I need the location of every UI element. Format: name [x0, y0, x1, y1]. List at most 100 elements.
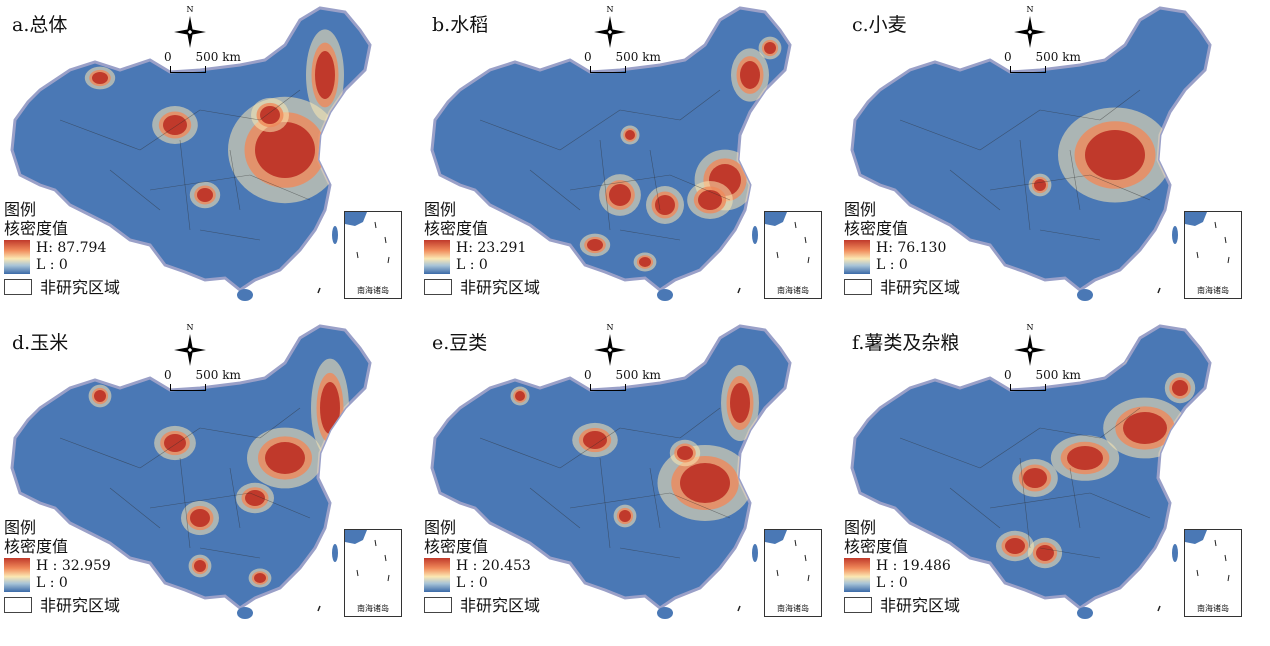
- scale-bar: 0 500 km: [584, 50, 661, 73]
- legend-subtitle: 核密度值: [4, 219, 69, 238]
- scale-bar: 0 500 km: [1004, 368, 1081, 391]
- legend-subtitle: 核密度值: [424, 219, 489, 238]
- scale-value: 500 km: [195, 50, 241, 64]
- legend-low-value: L : 0: [36, 575, 68, 591]
- legend-low-value: L : 0: [876, 575, 908, 591]
- hainan-island: [237, 289, 253, 301]
- north-arrow-icon: N: [1014, 323, 1046, 366]
- legend-subtitle: 核密度值: [4, 537, 69, 556]
- non-study-label: 非研究区域: [880, 277, 961, 297]
- legend-title: 图例: [844, 518, 877, 537]
- legend: 图例 核密度值 H : 20.453 L : 0 非研究区域: [424, 518, 540, 616]
- legend-title: 图例: [844, 200, 877, 219]
- nine-dash-mark: [317, 287, 321, 294]
- hotspot: [740, 61, 760, 89]
- non-study-swatch: [424, 597, 452, 613]
- non-study-label: 非研究区域: [460, 595, 541, 615]
- hotspot: [254, 573, 266, 583]
- south-china-sea-inset: 南海诸岛: [1184, 211, 1242, 299]
- non-study-swatch: [844, 597, 872, 613]
- legend: 图例 核密度值 H: 23.291 L : 0 非研究区域: [424, 200, 540, 298]
- panel-title: b.水稻: [432, 14, 489, 36]
- legend-high-value: H : 20.453: [456, 558, 531, 574]
- hainan-island: [237, 607, 253, 619]
- hotspot: [1085, 130, 1145, 180]
- taiwan-island: [332, 544, 338, 562]
- inset-label: 南海诸岛: [777, 286, 809, 295]
- non-study-swatch: [844, 279, 872, 295]
- legend-low-value: L : 0: [456, 257, 488, 273]
- panel-title: e.豆类: [432, 332, 488, 354]
- hotspot: [677, 446, 693, 460]
- nine-dash-mark: [1157, 605, 1161, 612]
- legend-subtitle: 核密度值: [844, 219, 909, 238]
- hotspot: [1036, 545, 1054, 561]
- map-panel-maize: d.玉米 N 0 500 km 图例 核密度值 H : 32.959 L : 0: [0, 318, 410, 628]
- legend-high-value: H: 23.291: [456, 240, 527, 256]
- non-study-label: 非研究区域: [40, 595, 121, 615]
- hainan-island: [1077, 289, 1093, 301]
- legend-subtitle: 核密度值: [844, 537, 909, 556]
- non-study-label: 非研究区域: [40, 277, 121, 297]
- south-china-sea-inset: 南海诸岛: [344, 529, 402, 617]
- north-arrow-icon: N: [594, 5, 626, 48]
- north-arrow-icon: N: [174, 323, 206, 366]
- scale-bar: 0 500 km: [1004, 50, 1081, 73]
- hotspot: [609, 184, 631, 206]
- non-study-swatch: [4, 597, 32, 613]
- legend: 图例 核密度值 H: 76.130 L : 0 非研究区域: [844, 200, 960, 298]
- map-panel-wheat: c.小麦 N 0 500 km 图例 核密度值 H: 76.130 L : 0: [840, 0, 1250, 310]
- nine-dash-mark: [317, 605, 321, 612]
- legend-low-value: L : 0: [876, 257, 908, 273]
- scale-zero: 0: [1004, 50, 1012, 64]
- color-ramp: [4, 558, 30, 592]
- scale-value: 500 km: [615, 50, 661, 64]
- hotspot: [764, 42, 776, 54]
- scale-zero: 0: [584, 50, 592, 64]
- hotspot: [94, 390, 106, 402]
- hotspot: [639, 257, 651, 267]
- china-density-map: [430, 324, 792, 619]
- legend-low-value: L : 0: [36, 257, 68, 273]
- nine-dash-mark: [1157, 287, 1161, 294]
- hotspot: [1005, 538, 1025, 554]
- non-study-label: 非研究区域: [880, 595, 961, 615]
- china-outline: [430, 6, 792, 292]
- color-ramp: [424, 240, 450, 274]
- hotspot: [587, 239, 603, 251]
- legend-title: 图例: [424, 518, 457, 537]
- hotspot: [163, 115, 187, 135]
- hotspot: [255, 122, 315, 178]
- legend-high-value: H : 32.959: [36, 558, 111, 574]
- hotspot: [320, 382, 340, 434]
- scale-value: 500 km: [195, 368, 241, 382]
- hainan-island: [1077, 607, 1093, 619]
- hotspot: [583, 431, 607, 449]
- hotspot: [1034, 179, 1046, 191]
- legend-low-value: L : 0: [456, 575, 488, 591]
- color-ramp: [844, 240, 870, 274]
- hotspot: [197, 188, 213, 202]
- legend-high-value: H: 76.130: [876, 240, 947, 256]
- nine-dash-mark: [737, 287, 741, 294]
- north-label: N: [187, 323, 194, 332]
- hotspot: [190, 509, 210, 527]
- color-ramp: [844, 558, 870, 592]
- scale-bar: 0 500 km: [164, 50, 241, 73]
- inset-label: 南海诸岛: [357, 286, 389, 295]
- scale-zero: 0: [1004, 368, 1012, 382]
- inset-label: 南海诸岛: [777, 604, 809, 613]
- scale-bar: 0 500 km: [164, 368, 241, 391]
- hotspot: [265, 442, 305, 474]
- china-density-map: [430, 6, 792, 301]
- hotspot: [260, 106, 280, 124]
- nine-dash-mark: [737, 605, 741, 612]
- map-panel-beans: e.豆类 N 0 500 km 图例 核密度值 H : 20.453 L : 0: [420, 318, 830, 628]
- hotspot: [698, 190, 722, 210]
- hotspot: [194, 560, 206, 572]
- map-panel-tubers: f.薯类及杂粮 N 0 500 km 图例 核密度值 H : 19.486 L …: [840, 318, 1250, 628]
- inset-label: 南海诸岛: [357, 604, 389, 613]
- north-label: N: [607, 5, 614, 14]
- north-label: N: [187, 5, 194, 14]
- hotspot: [680, 463, 730, 503]
